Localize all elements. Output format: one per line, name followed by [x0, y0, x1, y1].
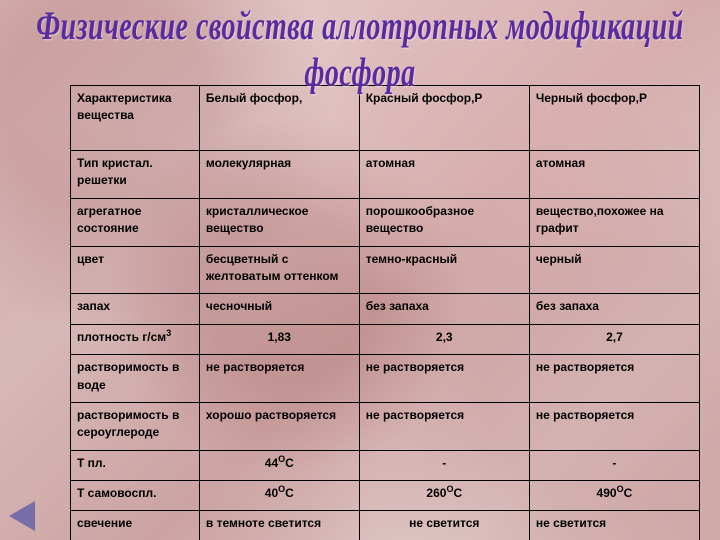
- table-cell: 2,3: [359, 324, 529, 354]
- table-cell: хорошо растворяется: [199, 402, 359, 450]
- table-row: Тип кристал. решеткимолекулярнаяатомнаяа…: [71, 151, 700, 199]
- row-label: плотность г/см3: [71, 324, 200, 354]
- table-cell: 260ОС: [359, 481, 529, 511]
- table-cell: без запаха: [359, 294, 529, 324]
- table-row: Т самовоспл.40ОС260ОС490ОС: [71, 481, 700, 511]
- table-cell: молекулярная: [199, 151, 359, 199]
- table-row: растворимость в водене растворяетсяне ра…: [71, 355, 700, 403]
- table-cell: кристаллическое вещество: [199, 198, 359, 246]
- table-cell: чесночный: [199, 294, 359, 324]
- table-row: растворимость в сероуглеродехорошо раств…: [71, 402, 700, 450]
- table-cell: в темноте светится: [199, 511, 359, 540]
- table-cell: -: [529, 450, 699, 480]
- table-cell: 490ОС: [529, 481, 699, 511]
- row-label: Т самовоспл.: [71, 481, 200, 511]
- properties-table-wrap: Характеристика вещества Белый фосфор, Кр…: [70, 85, 700, 540]
- table-cell: не растворяется: [529, 355, 699, 403]
- table-row: цветбесцветный с желтоватым оттенкомтемн…: [71, 246, 700, 294]
- table-body: Тип кристал. решеткимолекулярнаяатомнаяа…: [71, 151, 700, 540]
- properties-table: Характеристика вещества Белый фосфор, Кр…: [70, 85, 700, 540]
- table-row: свечениев темноте светится не светитсяне…: [71, 511, 700, 540]
- table-cell: 2,7: [529, 324, 699, 354]
- table-cell: черный: [529, 246, 699, 294]
- table-cell: атомная: [529, 151, 699, 199]
- table-row: Т пл.44ОС--: [71, 450, 700, 480]
- table-cell: -: [359, 450, 529, 480]
- table-row: запахчесночныйбез запахабез запаха: [71, 294, 700, 324]
- table-cell: не растворяется: [359, 355, 529, 403]
- row-label: запах: [71, 294, 200, 324]
- table-cell: 44ОС: [199, 450, 359, 480]
- table-cell: 40ОС: [199, 481, 359, 511]
- table-row: плотность г/см31,832,32,7: [71, 324, 700, 354]
- row-label: Т пл.: [71, 450, 200, 480]
- row-label: агрегатное состояние: [71, 198, 200, 246]
- table-cell: бесцветный с желтоватым оттенком: [199, 246, 359, 294]
- table-cell: 1,83: [199, 324, 359, 354]
- page-title: Физические свойства аллотропных модифика…: [0, 0, 720, 97]
- table-cell: темно-красный: [359, 246, 529, 294]
- table-cell: вещество,похожее на графит: [529, 198, 699, 246]
- row-label: Тип кристал. решетки: [71, 151, 200, 199]
- table-cell: не светится: [529, 511, 699, 540]
- row-label: растворимость в сероуглероде: [71, 402, 200, 450]
- table-cell: не растворяется: [529, 402, 699, 450]
- row-label: растворимость в воде: [71, 355, 200, 403]
- prev-slide-button[interactable]: [10, 502, 34, 530]
- table-row: агрегатное состояниекристаллическое веще…: [71, 198, 700, 246]
- table-cell: порошкообразное вещество: [359, 198, 529, 246]
- table-cell: атомная: [359, 151, 529, 199]
- table-cell: без запаха: [529, 294, 699, 324]
- table-cell: не растворяется: [359, 402, 529, 450]
- table-cell: не светится: [359, 511, 529, 540]
- slide-page: Физические свойства аллотропных модифика…: [0, 0, 720, 540]
- table-cell: не растворяется: [199, 355, 359, 403]
- row-label: цвет: [71, 246, 200, 294]
- row-label: свечение: [71, 511, 200, 540]
